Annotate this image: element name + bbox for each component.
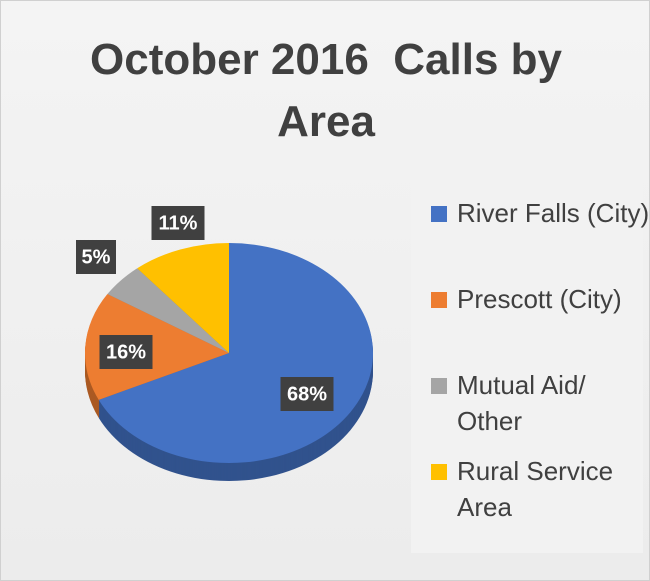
legend-swatch — [431, 206, 447, 222]
data-label: 11% — [159, 212, 198, 234]
legend-label: Mutual Aid/ Other — [457, 370, 586, 436]
legend-label: River Falls (City) — [457, 198, 650, 228]
data-label: 5% — [82, 246, 111, 268]
data-label-box — [280, 377, 334, 411]
data-label-box — [99, 335, 153, 369]
legend-label: Prescott (City) — [457, 284, 622, 314]
data-label: 68% — [287, 383, 327, 405]
data-label: 16% — [106, 341, 146, 363]
data-label-box — [151, 206, 205, 240]
slice — [85, 294, 229, 400]
legend-item: Prescott (City) — [431, 281, 649, 317]
slice — [137, 243, 229, 353]
legend: River Falls (City) Prescott (City) Mutual … — [411, 181, 649, 553]
legend-swatch — [431, 378, 447, 394]
legend-swatch — [431, 464, 447, 480]
slice — [107, 268, 229, 353]
legend-item: River Falls (City) — [431, 195, 650, 231]
data-label-box — [76, 240, 116, 274]
legend-swatch — [431, 292, 447, 308]
legend-item: Rural Service Area — [431, 453, 649, 525]
legend-item: Mutual Aid/ Other — [431, 367, 649, 439]
chart-title: October 2016 Calls by Area — [90, 35, 573, 146]
legend-label: Rural Service Area — [457, 456, 614, 522]
